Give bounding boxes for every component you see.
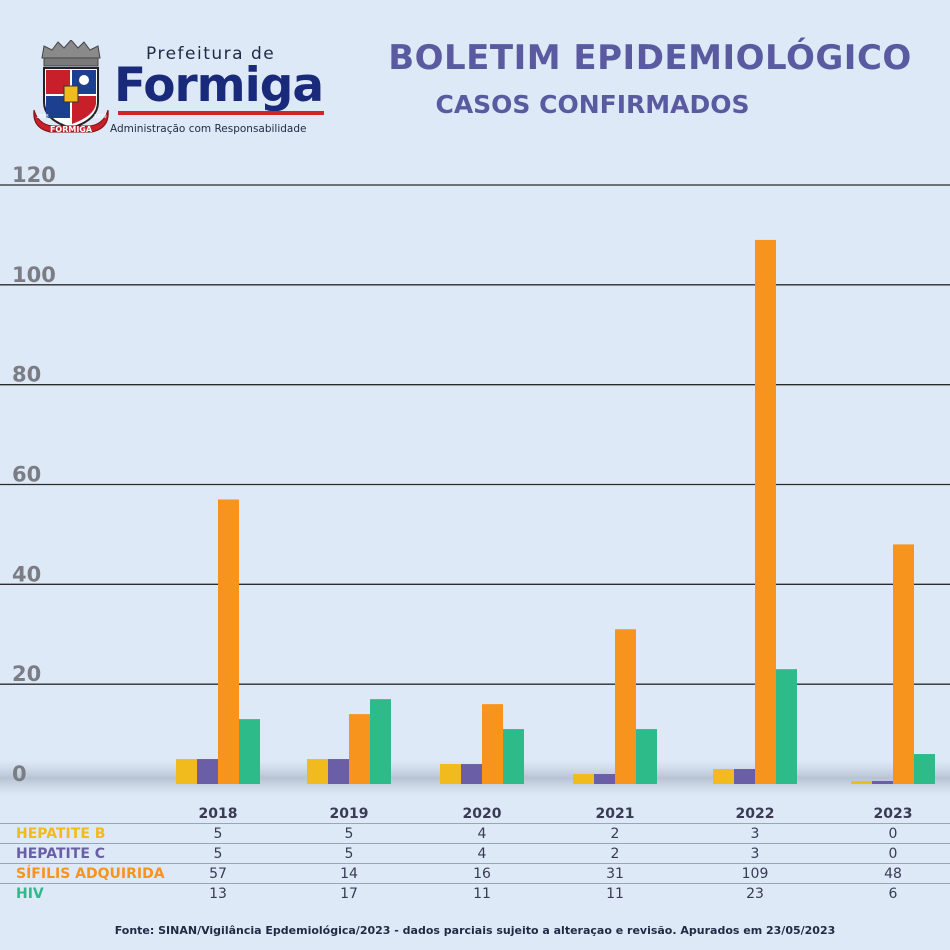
- data-label-sifilis-2018: 57: [209, 866, 227, 882]
- data-label-hepatite_c-2018: 5: [213, 846, 223, 862]
- source-note: Fonte: SINAN/Vigilância Epdemiológica/20…: [114, 924, 836, 937]
- data-label-hepatite_b-2022: 3: [750, 826, 760, 842]
- x-tick-label: 2019: [329, 806, 369, 822]
- data-label-hiv-2019: 17: [340, 886, 358, 902]
- crest-left-year: 1858: [36, 114, 49, 120]
- data-label-hiv-2018: 13: [209, 886, 227, 902]
- legend-hepatite_b: HEPATITE B: [16, 826, 106, 842]
- city-name: Formiga: [114, 58, 324, 113]
- data-label-hepatite_c-2020: 4: [477, 846, 487, 862]
- bar-2021-hepatite_b: [573, 774, 594, 784]
- data-label-sifilis-2019: 14: [340, 866, 358, 882]
- bar-2019-sifilis: [349, 714, 370, 784]
- bar-2018-hepatite_b: [176, 759, 197, 784]
- gridlines: [0, 184, 950, 685]
- table-row-divider: [0, 823, 950, 824]
- bar-2021-sifilis: [615, 629, 636, 784]
- data-label-hepatite_b-2021: 2: [610, 826, 620, 842]
- bar-2023-sifilis: [893, 544, 914, 784]
- data-label-hepatite_c-2023: 0: [888, 846, 898, 862]
- bar-2019-hiv: [370, 699, 391, 784]
- header: FORMIGA 1858 1839 Prefeitura de Formiga …: [0, 0, 950, 160]
- data-label-hepatite_c-2021: 2: [610, 846, 620, 862]
- data-label-hiv-2023: 6: [888, 886, 898, 902]
- bar-2018-hiv: [239, 719, 260, 784]
- data-label-hepatite_b-2020: 4: [477, 826, 487, 842]
- prefeitura-label: Prefeitura de: [146, 44, 276, 64]
- data-label-hepatite_b-2019: 5: [344, 826, 354, 842]
- x-tick-label: 2020: [462, 806, 502, 822]
- data-label-hepatite_c-2019: 5: [344, 846, 354, 862]
- bar-2019-hepatite_c: [328, 759, 349, 784]
- table-row-divider: [0, 883, 950, 884]
- y-tick-labels: 0 20 40 60 80 100 120: [12, 163, 56, 786]
- bar-2018-hepatite_c: [197, 759, 218, 784]
- data-label-hepatite_c-2022: 3: [750, 846, 760, 862]
- y-tick-label: 60: [12, 463, 41, 487]
- bar-2022-hiv: [776, 669, 797, 784]
- y-tick-label: 100: [12, 263, 56, 287]
- bar-2022-sifilis: [755, 239, 776, 784]
- data-label-hiv-2021: 11: [606, 886, 624, 902]
- y-tick-label: 80: [12, 363, 41, 387]
- city-logo: FORMIGA 1858 1839 Prefeitura de Formiga …: [30, 40, 340, 140]
- tagline: Administração com Responsabilidade: [110, 123, 307, 135]
- data-label-sifilis-2020: 16: [473, 866, 491, 882]
- legend-hiv: HIV: [16, 886, 44, 902]
- data-label-sifilis-2021: 31: [606, 866, 624, 882]
- data-label-sifilis-2022: 109: [741, 866, 769, 882]
- x-tick-label: 2023: [873, 806, 913, 822]
- y-tick-label: 40: [12, 562, 41, 586]
- table-row-divider: [0, 863, 950, 864]
- bar-2019-hepatite_b: [307, 759, 328, 784]
- bar-2020-hiv: [503, 729, 524, 784]
- y-tick-label: 20: [12, 662, 41, 686]
- bar-2020-sifilis: [482, 704, 503, 784]
- bars: [176, 239, 935, 784]
- bar-2021-hepatite_c: [594, 774, 615, 784]
- page-title: BOLETIM EPIDEMIOLÓGICO: [388, 38, 912, 78]
- x-tick-label: 2018: [198, 806, 238, 822]
- x-tick-label: 2021: [595, 806, 635, 822]
- table-row-divider: [0, 843, 950, 844]
- bar-2023-hiv: [914, 754, 935, 784]
- legend-hepatite_c: HEPATITE C: [16, 846, 106, 862]
- crest-banner-text: FORMIGA: [50, 125, 93, 134]
- city-underline: [118, 111, 324, 115]
- bar-2023-hepatite_b: [851, 781, 872, 784]
- data-label-hiv-2022: 23: [746, 886, 764, 902]
- y-tick-label: 0: [12, 762, 27, 786]
- bar-2022-hepatite_b: [713, 769, 734, 784]
- bar-2018-sifilis: [218, 499, 239, 784]
- bar-2020-hepatite_b: [440, 764, 461, 784]
- legend-sifilis: SÍFILIS ADQUIRIDA: [16, 866, 165, 882]
- coat-of-arms-icon: FORMIGA 1858 1839: [33, 40, 109, 134]
- y-tick-label: 120: [12, 163, 56, 187]
- bar-2021-hiv: [636, 729, 657, 784]
- page-subtitle: CASOS CONFIRMADOS: [435, 90, 750, 119]
- x-tick-label: 2022: [735, 806, 775, 822]
- data-label-sifilis-2023: 48: [884, 866, 902, 882]
- bar-chart: 0 20 40 60 80 100 120: [0, 163, 950, 796]
- data-label-hiv-2020: 11: [473, 886, 491, 902]
- bar-2020-hepatite_c: [461, 764, 482, 784]
- data-label-hepatite_b-2023: 0: [888, 826, 898, 842]
- bar-2023-hepatite_c: [872, 781, 893, 784]
- data-label-hepatite_b-2018: 5: [213, 826, 223, 842]
- bar-2022-hepatite_c: [734, 769, 755, 784]
- crest-right-year: 1839: [94, 114, 107, 120]
